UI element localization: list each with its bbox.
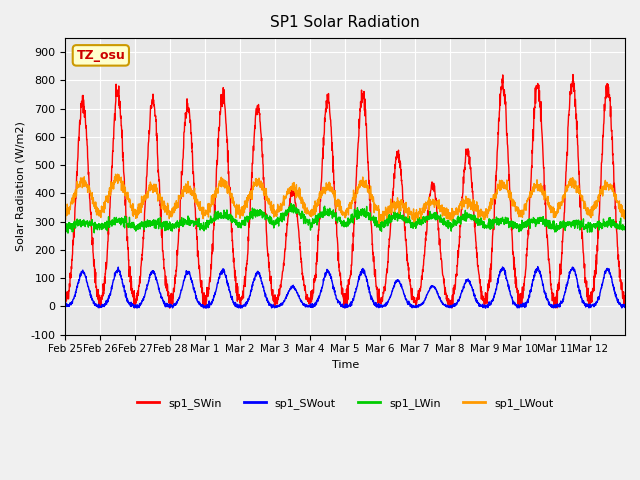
sp1_SWout [238, 304, 246, 310]
sp1_SWout [534, 264, 541, 269]
sp1_LWin [614, 223, 621, 229]
Line: sp1_SWout: sp1_SWout [65, 266, 625, 308]
sp1_LWout [621, 216, 629, 222]
Legend: sp1_SWin, sp1_SWout, sp1_LWin, sp1_LWout: sp1_SWin, sp1_SWout, sp1_LWin, sp1_LWout [132, 394, 558, 413]
sp1_LWin [514, 225, 522, 230]
sp1_LWin [238, 222, 246, 228]
X-axis label: Time: Time [332, 360, 359, 370]
sp1_SWin [545, 261, 553, 267]
sp1_SWout [117, 276, 125, 281]
sp1_SWout [514, 302, 522, 308]
sp1_LWout [114, 171, 122, 177]
sp1_SWin [61, 297, 69, 303]
Line: sp1_SWin: sp1_SWin [65, 74, 625, 308]
sp1_SWin [514, 288, 522, 294]
sp1_LWout [614, 199, 621, 205]
Text: TZ_osu: TZ_osu [76, 49, 125, 62]
sp1_SWin [569, 72, 577, 77]
sp1_SWin [614, 244, 621, 250]
sp1_LWout [238, 209, 246, 215]
sp1_SWin [117, 123, 125, 129]
sp1_LWin [546, 217, 554, 223]
sp1_LWin [380, 221, 387, 227]
sp1_LWout [380, 218, 387, 224]
sp1_SWout [614, 298, 621, 303]
sp1_LWin [118, 220, 125, 226]
Y-axis label: Solar Radiation (W/m2): Solar Radiation (W/m2) [15, 121, 25, 252]
Line: sp1_LWin: sp1_LWin [65, 204, 625, 233]
sp1_SWin [238, 296, 246, 302]
sp1_LWin [621, 226, 629, 232]
sp1_LWout [514, 211, 522, 217]
sp1_SWout [546, 302, 554, 308]
sp1_LWin [61, 225, 69, 231]
sp1_SWout [621, 303, 629, 309]
sp1_LWout [61, 214, 69, 219]
sp1_LWout [375, 220, 383, 226]
sp1_LWin [287, 201, 295, 206]
sp1_SWin [379, 294, 387, 300]
Title: SP1 Solar Radiation: SP1 Solar Radiation [270, 15, 420, 30]
sp1_SWin [621, 303, 629, 309]
sp1_SWout [61, 303, 69, 309]
sp1_LWout [118, 188, 125, 193]
Line: sp1_LWout: sp1_LWout [65, 174, 625, 223]
sp1_LWin [64, 230, 72, 236]
sp1_SWin [131, 305, 138, 311]
sp1_SWout [132, 305, 140, 311]
sp1_LWout [546, 206, 554, 212]
sp1_SWout [379, 303, 387, 309]
